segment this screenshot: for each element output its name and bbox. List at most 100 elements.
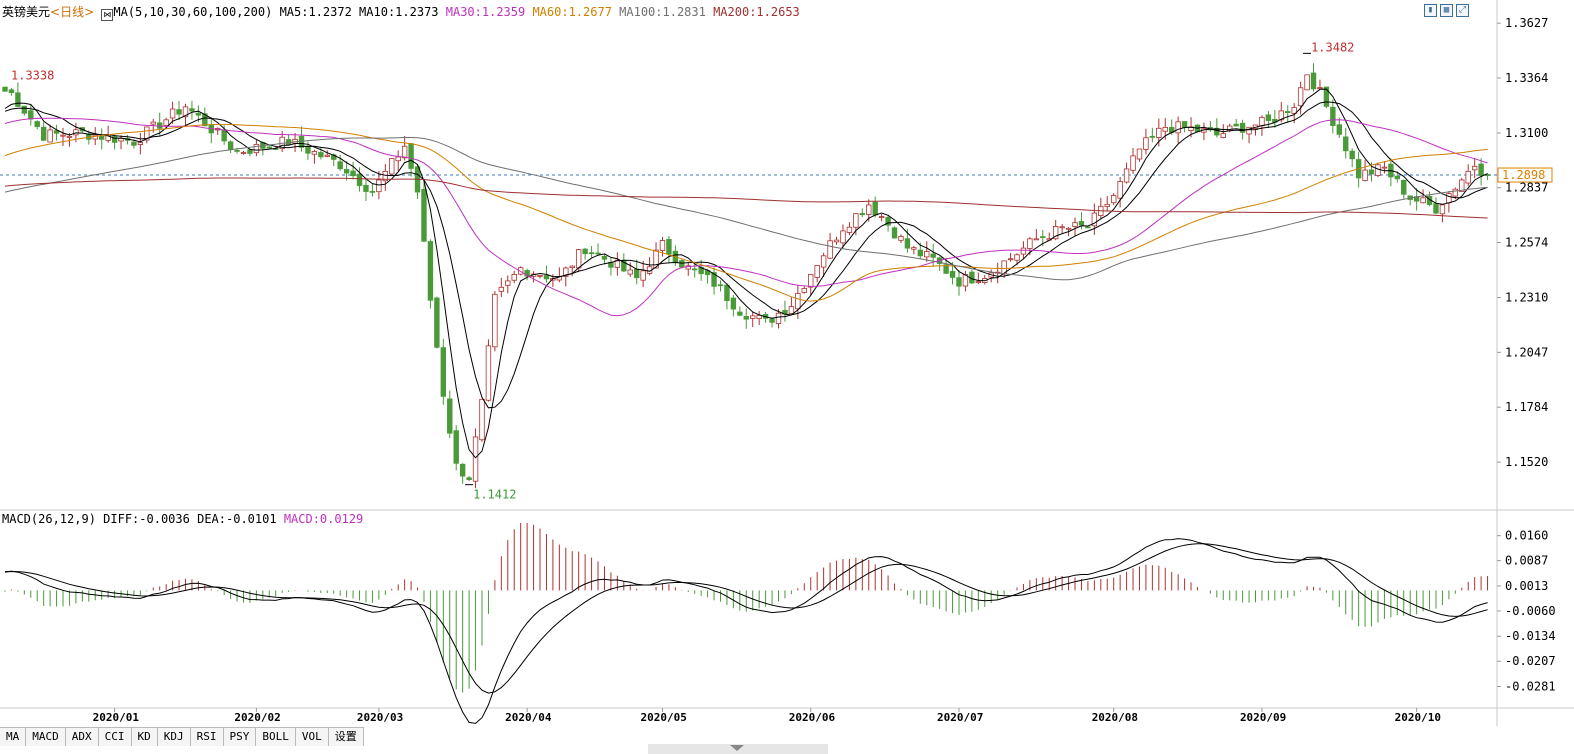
- candle-body: [21, 105, 28, 114]
- candle-body: [401, 145, 408, 159]
- tab-psy[interactable]: PSY: [223, 728, 257, 746]
- tab-cci[interactable]: CCI: [98, 728, 132, 746]
- price-tick-label: 1.3627: [1505, 16, 1548, 30]
- candle-body: [846, 226, 853, 233]
- date-tick-label: 2020/02: [234, 711, 280, 724]
- candle-body: [866, 204, 872, 215]
- candle-body: [453, 430, 459, 464]
- candle-body: [569, 265, 575, 268]
- candle-body: [47, 129, 53, 143]
- candle-body: [182, 106, 189, 118]
- candle-body: [956, 277, 962, 287]
- ma-icon[interactable]: ⋈: [101, 9, 114, 21]
- candle-body: [640, 270, 646, 281]
- date-tick-label: 2020/09: [1240, 711, 1286, 724]
- scroll-down-icon[interactable]: [730, 745, 744, 751]
- period-label[interactable]: <日线>: [50, 5, 95, 19]
- candle-body: [904, 238, 911, 249]
- date-tick-label: 2020/07: [937, 711, 983, 724]
- date-tick-label: 2020/04: [505, 711, 552, 724]
- candle-body: [389, 158, 395, 175]
- candle-body: [808, 273, 814, 288]
- candle-body: [949, 270, 956, 278]
- date-tick-label: 2020/08: [1092, 711, 1138, 724]
- candle-body: [1156, 127, 1162, 138]
- candle-body: [563, 267, 569, 277]
- candle-body: [885, 217, 891, 226]
- candle-body: [737, 311, 743, 316]
- candle-body: [189, 108, 195, 112]
- candle-body: [1465, 170, 1471, 184]
- candle-body: [1123, 168, 1130, 183]
- candle-body: [975, 281, 982, 283]
- candle-body: [795, 293, 801, 310]
- candle-body: [1014, 254, 1020, 261]
- candle-body: [524, 270, 530, 277]
- candle-body: [859, 213, 866, 216]
- candle-body: [543, 275, 550, 280]
- ma-title: MA(5,10,30,60,100,200): [113, 5, 273, 19]
- candle-body: [711, 272, 717, 287]
- ma-value-4: MA100:1.2831: [619, 5, 714, 19]
- candle-body: [1149, 135, 1156, 138]
- tab-kdj[interactable]: KDJ: [157, 728, 191, 746]
- candle-body: [1394, 175, 1401, 180]
- ma-value-1: MA10:1.2373: [359, 5, 446, 19]
- tab-macd[interactable]: MACD: [26, 728, 66, 746]
- expand-icon[interactable]: ⤢: [1456, 4, 1469, 17]
- candle-body: [827, 240, 833, 259]
- candle-body: [369, 190, 376, 193]
- candle-body: [266, 146, 272, 149]
- candle-body: [485, 345, 492, 401]
- chart-type-icon[interactable]: ▮: [1424, 4, 1437, 17]
- tab-adx[interactable]: ADX: [65, 728, 99, 746]
- ma-value-5: MA200:1.2653: [713, 5, 800, 19]
- candle-body: [195, 112, 202, 116]
- candle-body: [318, 152, 324, 158]
- tab-rsi[interactable]: RSI: [190, 728, 224, 746]
- candle-body: [595, 252, 601, 255]
- candle-body: [1162, 127, 1168, 132]
- candle-body: [943, 264, 949, 274]
- candle-body: [479, 398, 485, 441]
- macd-dea: DEA:-0.0101: [197, 512, 277, 526]
- candle-body: [717, 284, 724, 287]
- candle-body: [1478, 163, 1484, 176]
- candle-body: [930, 253, 936, 258]
- macd-diff-line: [4, 538, 1488, 724]
- candle-body: [614, 259, 621, 268]
- macd-tick-label: 0.0160: [1505, 529, 1548, 543]
- settings-icon[interactable]: ▦: [1440, 4, 1453, 17]
- candle-body: [743, 316, 749, 320]
- candle-body: [311, 151, 318, 155]
- macd-dea-line: [4, 543, 1488, 694]
- candle-body: [247, 149, 253, 154]
- candle-body: [459, 463, 466, 477]
- symbol-name: 英镑美元: [2, 5, 51, 19]
- candle-body: [472, 436, 479, 482]
- candle-body: [1265, 114, 1272, 121]
- tab-设置[interactable]: 设置: [328, 728, 364, 746]
- candle-body: [1246, 126, 1252, 135]
- candle-body: [1459, 179, 1465, 192]
- candle-body: [169, 108, 176, 119]
- candle-body: [1007, 258, 1014, 261]
- candle-body: [511, 274, 517, 281]
- candle-body: [150, 121, 156, 125]
- ma-value-0: MA5:1.2372: [279, 5, 360, 19]
- candle-body: [53, 130, 60, 134]
- tab-kd[interactable]: KD: [131, 728, 158, 746]
- price-tick-label: 1.1784: [1505, 400, 1548, 414]
- candle-body: [601, 255, 608, 260]
- candle-body: [1130, 155, 1136, 171]
- tab-boll[interactable]: BOLL: [256, 728, 296, 746]
- tab-vol[interactable]: VOL: [295, 728, 329, 746]
- candle-body: [1349, 150, 1355, 160]
- candle-body: [891, 227, 898, 239]
- tab-ma[interactable]: MA: [0, 728, 27, 746]
- candle-body: [382, 170, 389, 182]
- candle-body: [466, 477, 472, 481]
- candle-body: [653, 249, 659, 269]
- candle-body: [434, 297, 440, 348]
